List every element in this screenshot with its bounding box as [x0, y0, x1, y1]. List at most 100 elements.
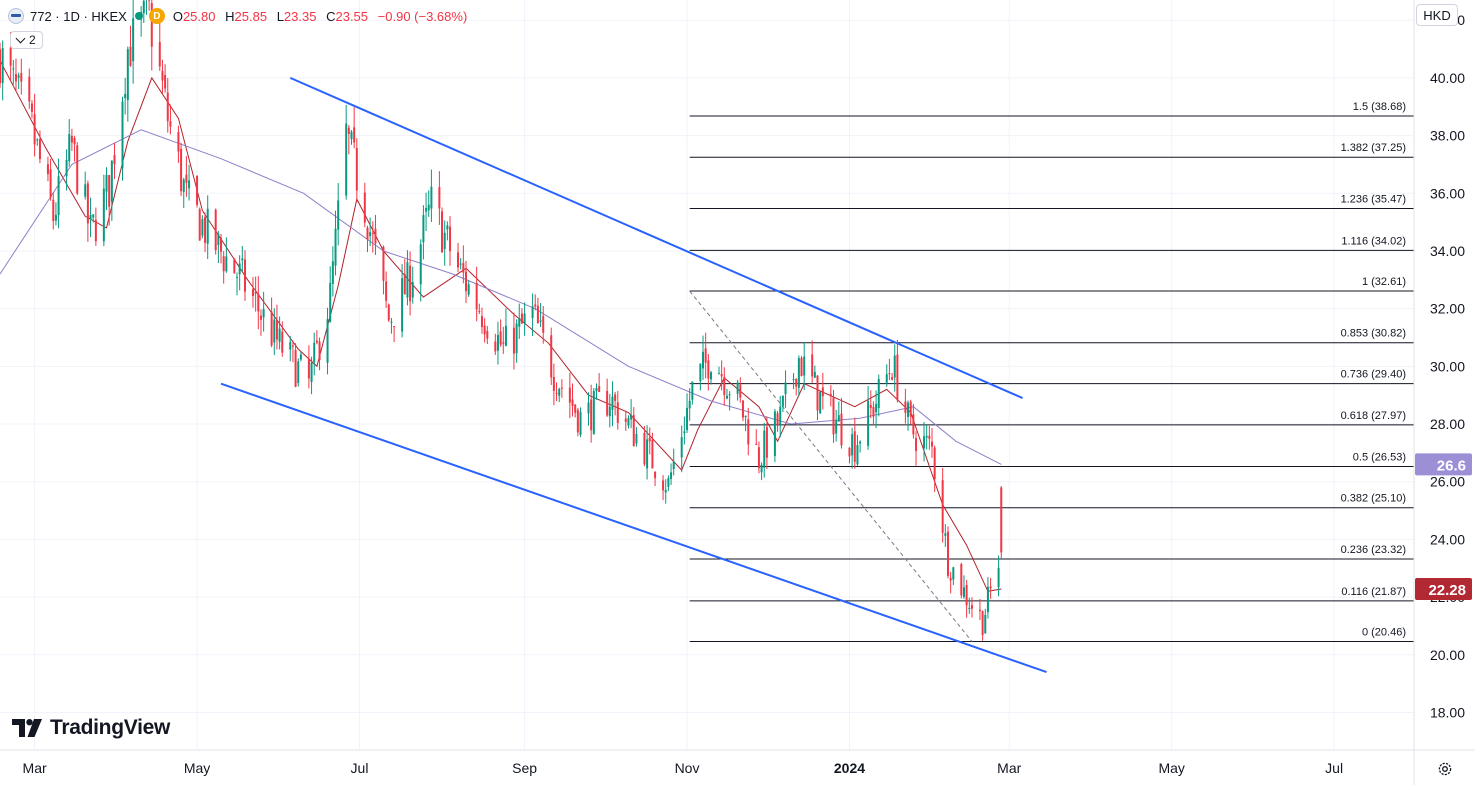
- fib-level-label: 1 (32.61): [1362, 276, 1406, 288]
- candle-body: [337, 200, 340, 230]
- candle-body: [744, 415, 747, 417]
- time-tick-label: Nov: [675, 760, 700, 776]
- candle-body: [251, 289, 254, 296]
- candle-body: [539, 320, 542, 322]
- candle-body: [363, 192, 366, 223]
- symbol-title[interactable]: 772 · 1D · HKEX: [30, 8, 127, 24]
- candle-body: [315, 340, 318, 343]
- candle-body: [243, 259, 246, 292]
- candle-body: [406, 262, 409, 298]
- high-value: 25.85: [234, 8, 268, 24]
- candle-body: [113, 155, 116, 165]
- candle-body: [851, 434, 854, 456]
- price-tick-label: 40.00: [1430, 70, 1465, 86]
- candle-body: [595, 387, 598, 392]
- candle-body: [38, 139, 41, 160]
- candle-body: [691, 381, 694, 400]
- candle-body: [419, 244, 422, 285]
- price-tick-label: 36.00: [1430, 185, 1465, 201]
- candle-body: [52, 199, 55, 221]
- candle-body: [928, 435, 931, 439]
- tradingview-logo[interactable]: TradingView: [12, 716, 170, 740]
- candle-body: [425, 207, 428, 212]
- time-tick-label: 2024: [834, 760, 865, 776]
- candle-body: [627, 418, 630, 426]
- candle-body: [446, 225, 449, 230]
- candle-body: [46, 164, 49, 175]
- time-tick-label: Sep: [512, 760, 537, 776]
- candle-body: [504, 325, 507, 346]
- candle-body: [608, 406, 611, 417]
- time-tick-label: Jul: [351, 760, 369, 776]
- candle-body: [931, 441, 934, 447]
- candle-body: [158, 42, 161, 67]
- candle-body: [382, 246, 385, 281]
- candle-body: [741, 400, 744, 418]
- candle-body: [816, 375, 819, 411]
- candle-body: [773, 411, 776, 457]
- candle-body: [84, 184, 87, 197]
- candle-body: [347, 127, 350, 134]
- indicators-toggle-button[interactable]: 2: [10, 31, 43, 49]
- candle-body: [784, 382, 787, 395]
- candle-body: [643, 432, 646, 465]
- fib-level-label: 0.736 (29.40): [1341, 369, 1406, 381]
- candle-body: [369, 232, 372, 237]
- candle-body: [220, 238, 223, 252]
- ma-price-tag-text: 26.6: [1437, 457, 1466, 474]
- candle-body: [68, 134, 71, 162]
- candle-body: [867, 400, 870, 446]
- chevron-down-icon: [15, 33, 26, 44]
- candle-body: [166, 92, 169, 122]
- candle-body: [278, 328, 281, 342]
- candle-body: [89, 215, 92, 220]
- candle-body: [270, 311, 273, 346]
- candle-body: [73, 138, 76, 145]
- candle-body: [813, 371, 816, 378]
- candle-body: [970, 605, 973, 609]
- candle-body: [853, 431, 856, 462]
- ma-price-tag: [1415, 453, 1472, 476]
- candle-body: [241, 258, 244, 261]
- candle-body: [70, 135, 73, 143]
- symbol-legend: 772 · 1D · HKEX D O25.80 H25.85 L23.35 C…: [8, 6, 473, 26]
- candle-body: [161, 70, 164, 81]
- candle-body: [941, 480, 944, 533]
- candle-body: [949, 577, 952, 581]
- chart-grid: [0, 0, 1414, 750]
- currency-button[interactable]: HKD: [1416, 4, 1458, 26]
- candle-body: [480, 316, 483, 327]
- candle-body: [57, 176, 60, 216]
- candle-body: [859, 441, 862, 444]
- candle-body: [150, 3, 153, 47]
- candle-body: [915, 437, 918, 451]
- candle-body: [401, 278, 404, 332]
- candle-body: [832, 397, 835, 435]
- candle-body: [592, 391, 595, 435]
- candle-body: [441, 211, 444, 253]
- candle-body: [776, 413, 779, 426]
- candle-body: [411, 282, 414, 298]
- fib-level-label: 0.618 (27.97): [1341, 410, 1406, 422]
- candle-body: [329, 282, 332, 322]
- candle-body: [409, 265, 412, 302]
- candle-body: [912, 414, 915, 435]
- candle-body: [430, 186, 433, 209]
- candle-body: [848, 447, 851, 457]
- candle-body: [1000, 487, 1003, 553]
- fib-level-label: 0.853 (30.82): [1341, 328, 1406, 340]
- price-tags: 26.6 22.28: [1415, 453, 1472, 601]
- candle-body: [374, 228, 377, 244]
- candle-body: [294, 349, 297, 387]
- candle-body: [747, 419, 750, 445]
- change-value: −0.90 (−3.68%): [377, 8, 468, 24]
- chart-settings-button[interactable]: [1434, 758, 1456, 780]
- candle-body: [214, 209, 217, 251]
- candle-body: [869, 404, 872, 409]
- candle-body: [512, 327, 515, 354]
- candle-body: [206, 208, 209, 244]
- candle-body: [835, 420, 838, 434]
- candle-body: [126, 49, 129, 101]
- candle-body: [515, 323, 518, 354]
